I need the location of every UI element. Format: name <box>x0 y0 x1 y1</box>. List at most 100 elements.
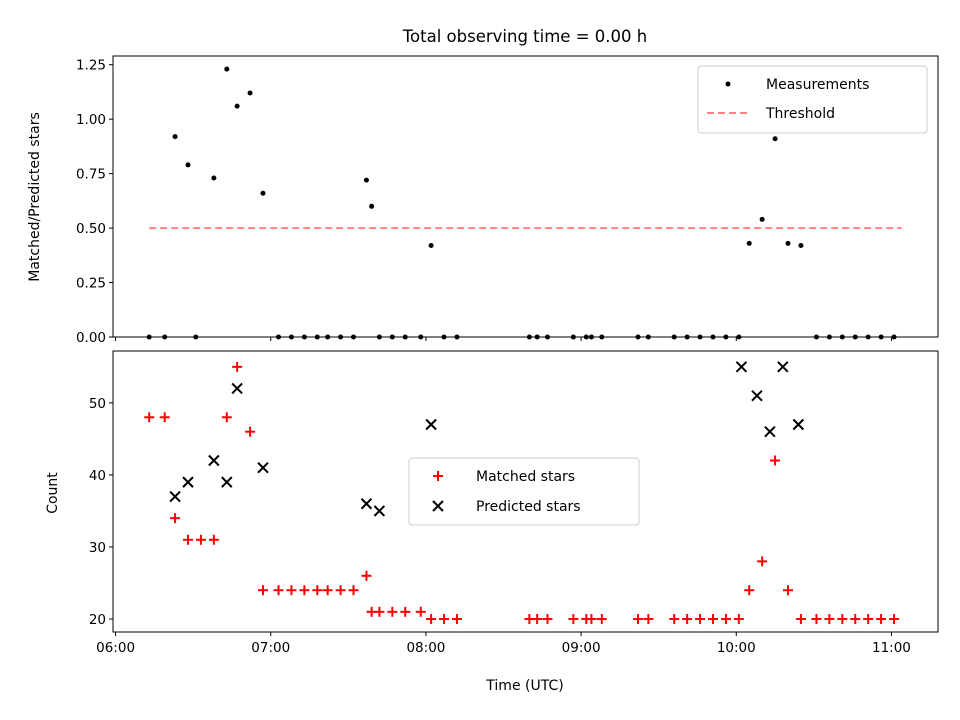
measurement-point <box>325 334 331 340</box>
matched-star-point <box>415 606 426 617</box>
bottom-y-tick-label: 20 <box>89 612 106 628</box>
matched-star-point <box>682 614 693 625</box>
measurement-point <box>224 66 230 72</box>
legend-threshold-label: Threshold <box>765 106 835 122</box>
legend-matched-plus <box>433 471 443 481</box>
matched-star-point <box>195 534 206 545</box>
predicted-star-point <box>257 462 269 474</box>
measurement-point <box>746 240 752 246</box>
matched-star-point <box>532 614 543 625</box>
matched-star-point <box>159 412 170 423</box>
predicted-star-point <box>360 498 373 510</box>
matched-star-point <box>374 606 385 617</box>
measurement-point <box>635 334 641 340</box>
x-axis-label: Time (UTC) <box>485 678 563 694</box>
top-y-ticks: 0.00 0.25 0.50 0.75 1.00 1.25 <box>76 58 113 346</box>
measurement-point <box>260 190 266 196</box>
matched-star-point <box>361 570 372 581</box>
matched-star-point <box>258 585 268 596</box>
measurement-point <box>798 243 804 249</box>
measurement-point <box>878 334 884 340</box>
legend-matched-label: Matched stars <box>476 469 575 485</box>
measurement-point <box>376 334 382 340</box>
measurement-point <box>813 334 819 340</box>
bottom-x-tick-label: 06:00 <box>96 640 135 656</box>
measurement-point <box>865 334 871 340</box>
matched-star-point <box>299 585 310 596</box>
measurement-point <box>389 334 395 340</box>
predicted-star-point <box>735 361 748 373</box>
measurement-point <box>544 334 550 340</box>
measurement-point <box>759 216 765 222</box>
matched-star-point <box>183 534 193 545</box>
matched-star-point <box>208 534 219 545</box>
measurement-point <box>369 203 375 209</box>
measurement-point <box>723 334 729 340</box>
measurement-point <box>247 90 253 96</box>
bottom-x-ticks: 06:00 07:00 08:00 09:00 10:00 11:00 <box>96 632 911 656</box>
matched-star-point <box>889 614 900 625</box>
matched-star-point <box>426 614 437 625</box>
predicted-star-point <box>182 476 194 488</box>
measurement-point <box>211 175 217 181</box>
bottom-y-tick-label: 40 <box>89 468 106 484</box>
measurement-point <box>826 334 832 340</box>
predicted-star-point <box>764 425 776 438</box>
bottom-panel: Count Time (UTC) 20 30 40 50 06:00 07:00 08:0… <box>45 350 939 694</box>
measurement-point <box>301 334 307 340</box>
matched-star-point <box>643 614 654 625</box>
matched-star-point <box>542 614 553 625</box>
matched-star-point <box>439 614 450 625</box>
matched-star-point <box>733 614 744 625</box>
matched-star-point <box>387 606 398 617</box>
matched-star-point <box>322 585 333 596</box>
predicted-star-point <box>373 505 386 517</box>
matched-star-point <box>795 614 806 625</box>
matched-star-point <box>824 614 835 625</box>
measurement-point <box>526 334 532 340</box>
measurement-point <box>146 334 152 340</box>
bottom-y-ticks: 20 30 40 50 <box>89 396 113 628</box>
matched-star-point <box>850 614 861 625</box>
legend-predicted-label: Predicted stars <box>476 499 581 515</box>
top-legend-box <box>697 65 928 134</box>
matched-star-point <box>245 426 256 437</box>
matched-star-point <box>744 585 755 596</box>
top-chart-title: Total observing time = 0.00 h <box>402 27 647 46</box>
matched-star-point <box>451 614 462 625</box>
bottom-marks <box>144 361 900 625</box>
top-legend: Measurements Threshold <box>697 65 928 134</box>
measurement-point <box>276 334 282 340</box>
measurement-point <box>891 334 897 340</box>
measurement-point <box>534 334 540 340</box>
top-panel: Matched/Predicted stars 0.00 0.25 0.50 0.75… <box>27 55 939 346</box>
top-y-tick-label: 0.75 <box>76 167 106 183</box>
measurement-point <box>736 334 742 340</box>
matched-star-point <box>837 614 848 625</box>
bottom-y-tick-label: 50 <box>89 396 106 412</box>
predicted-star-point <box>231 382 243 395</box>
matched-star-point <box>232 361 243 372</box>
measurement-point <box>428 243 434 249</box>
measurement-point <box>363 177 369 183</box>
top-y-tick-label: 0.25 <box>76 276 106 292</box>
legend-predicted-x <box>432 500 444 512</box>
top-y-tick-label: 1.00 <box>76 112 106 128</box>
bottom-y-axis-label: Count <box>45 472 61 514</box>
matched-star-point <box>811 614 822 625</box>
measurement-point <box>583 334 589 340</box>
top-marks <box>146 66 902 340</box>
top-x-ticks <box>115 337 892 341</box>
matched-star-point <box>312 585 323 596</box>
matched-star-point <box>708 614 718 625</box>
matched-star-point <box>669 614 680 625</box>
predicted-star-point <box>221 476 233 488</box>
bottom-y-tick-label: 30 <box>89 540 106 556</box>
matched-star-point <box>757 556 768 567</box>
measurement-point <box>599 334 605 340</box>
measurement-point <box>193 334 199 340</box>
measurement-point <box>351 334 357 340</box>
measurement-point <box>588 334 594 340</box>
matched-star-point <box>586 614 597 625</box>
matched-star-point <box>400 606 411 617</box>
